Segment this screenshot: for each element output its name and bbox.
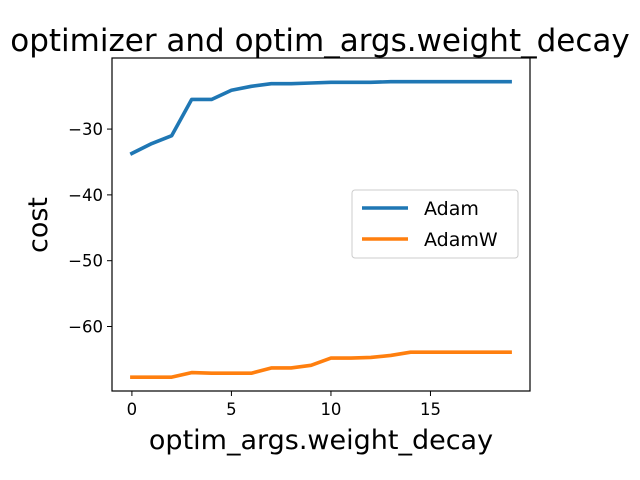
x-tick-label: 5 bbox=[226, 400, 237, 419]
x-tick-label: 15 bbox=[420, 400, 441, 419]
x-axis: 0 5 10 15 bbox=[127, 391, 441, 419]
chart-title: optimizer and optim_args.weight_decay bbox=[10, 23, 630, 59]
plot-frame bbox=[111, 57, 531, 392]
x-tick-label: 10 bbox=[320, 400, 341, 419]
y-tick-label: −30 bbox=[68, 120, 103, 139]
legend-label-adam: Adam bbox=[424, 198, 479, 220]
legend: Adam AdamW bbox=[351, 189, 519, 259]
y-tick-label: −60 bbox=[68, 318, 103, 337]
y-axis: −30 −40 −50 −60 bbox=[68, 120, 112, 337]
legend-label-adamw: AdamW bbox=[424, 229, 498, 251]
y-axis-label: cost bbox=[23, 197, 54, 253]
y-tick-label: −40 bbox=[68, 186, 103, 205]
y-tick-label: −50 bbox=[68, 252, 103, 271]
series-line-adam bbox=[129, 79, 512, 156]
series-line-adamw bbox=[130, 350, 512, 379]
x-tick-label: 0 bbox=[127, 400, 138, 419]
x-axis-label: optim_args.weight_decay bbox=[149, 425, 493, 456]
plot-lines bbox=[129, 79, 512, 379]
